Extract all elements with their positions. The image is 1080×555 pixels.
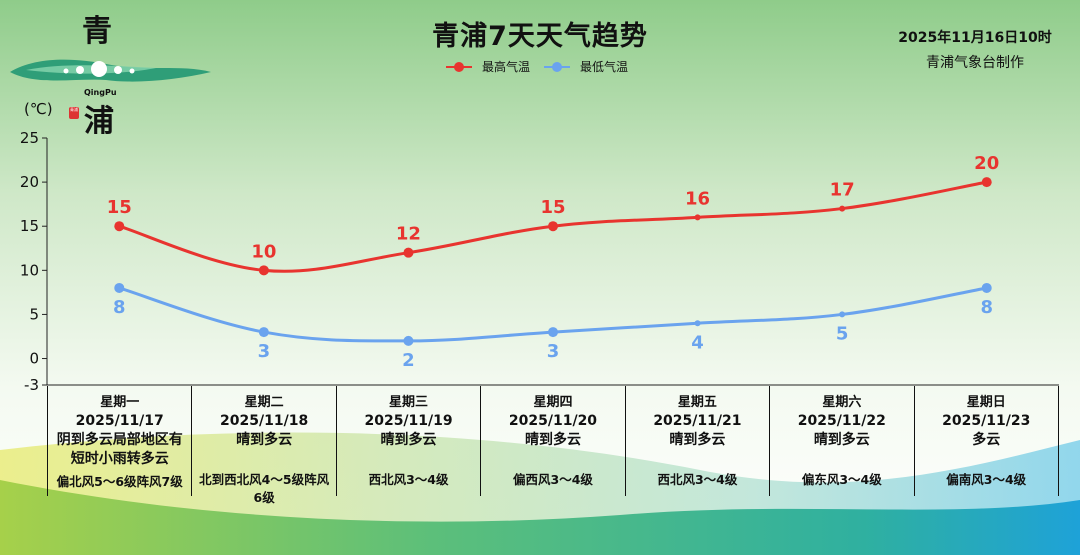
max-temp-label: 15	[107, 197, 132, 218]
issue-time: 2025年11月16日10时	[898, 30, 1052, 46]
day-wind: 北到西北风4～5级阵风6级	[199, 472, 330, 505]
day-column: 星期四 2025/11/20 晴到多云 偏西风3～4级	[480, 386, 624, 496]
day-date: 2025/11/21	[653, 413, 742, 429]
y-tick-label: 0	[29, 350, 39, 368]
day-weather: 晴到多云	[524, 432, 581, 448]
min-temp-point	[548, 327, 558, 338]
day-column: 星期日 2025/11/23 多云 偏南风3～4级	[913, 386, 1059, 496]
min-temp-label: 8	[113, 297, 126, 318]
day-weather: 多云	[972, 432, 1001, 448]
max-temp-point	[403, 247, 414, 258]
legend-label-max: 最高气温	[482, 60, 531, 74]
max-temp-point	[548, 221, 558, 232]
max-temp-label: 17	[830, 180, 855, 201]
y-tick-label: 10	[20, 261, 39, 279]
max-temp-point	[114, 221, 125, 232]
day-weather: 阴到多云局部地区有短时小雨转多云	[56, 432, 183, 467]
max-temp-point	[839, 205, 846, 212]
qingpu-logo: 青 QingPu 青浦 浦	[6, 4, 216, 139]
min-temp-point	[839, 311, 846, 318]
issuer: 青浦气象台制作	[926, 55, 1024, 71]
day-wind: 偏北风5～6级阵风7级	[56, 474, 183, 489]
y-axis-unit-label: (℃)	[24, 100, 53, 118]
day-date: 2025/11/22	[797, 413, 886, 429]
logo-char-top: 青	[82, 14, 112, 49]
min-temp-label: 3	[547, 341, 560, 362]
day-wind: 偏东风3～4级	[801, 472, 882, 487]
day-weekday: 星期二	[244, 395, 284, 410]
day-column: 星期五 2025/11/21 晴到多云 西北风3～4级	[624, 386, 769, 496]
day-wind: 偏南风3～4级	[946, 472, 1027, 487]
y-tick-label: 15	[20, 217, 39, 235]
logo-pinyin: QingPu	[84, 88, 117, 97]
logo-wave-icon	[10, 59, 211, 82]
logo-char-bottom: 浦	[84, 104, 114, 139]
day-column: 星期三 2025/11/19 晴到多云 西北风3～4级	[335, 386, 480, 496]
day-weather: 晴到多云	[669, 432, 726, 448]
day-weather: 晴到多云	[813, 432, 870, 448]
day-weekday: 星期五	[677, 395, 717, 410]
day-weekday: 星期四	[533, 395, 573, 410]
y-tick-label: -3	[24, 376, 39, 394]
min-temp-label: 3	[258, 341, 271, 362]
chart-title: 青浦7天天气趋势	[432, 21, 648, 52]
min-temp-label: 4	[691, 332, 704, 353]
legend-label-min: 最低气温	[580, 60, 629, 74]
legend-swatch-max	[446, 61, 472, 72]
day-column: 星期六 2025/11/22 晴到多云 偏东风3～4级	[769, 386, 913, 496]
legend-swatch-min	[544, 61, 571, 72]
day-weekday: 星期三	[389, 395, 429, 410]
y-tick-label: 5	[29, 305, 39, 323]
day-weather: 晴到多云	[236, 432, 293, 448]
day-wind: 偏西风3～4级	[513, 472, 593, 487]
day-weekday: 星期六	[822, 395, 862, 410]
max-temp-point	[258, 265, 269, 276]
max-temp-label: 16	[685, 188, 710, 209]
y-tick-label: 20	[20, 173, 39, 191]
legend-item-min: 最低气温	[544, 58, 628, 75]
day-date: 2025/11/23	[942, 413, 1031, 429]
day-weather: 晴到多云	[380, 432, 437, 448]
min-temp-point	[981, 282, 992, 293]
day-weekday: 星期日	[966, 395, 1006, 410]
max-temp-point	[694, 214, 701, 221]
min-temp-point	[258, 327, 269, 338]
min-temp-point	[694, 320, 701, 327]
min-temp-point	[403, 335, 414, 346]
max-temp-point	[981, 177, 992, 188]
max-temp-label: 20	[974, 153, 999, 174]
max-temp-label: 12	[396, 224, 421, 245]
min-temp-point	[114, 282, 125, 293]
max-temp-label: 15	[540, 197, 565, 218]
min-temp-label: 2	[402, 350, 415, 371]
day-weekday: 星期一	[100, 395, 140, 410]
day-wind: 西北风3～4级	[368, 472, 449, 487]
day-date: 2025/11/20	[508, 413, 598, 429]
legend-item-max: 最高气温	[446, 58, 530, 75]
day-column: 星期一 2025/11/17 阴到多云局部地区有短时小雨转多云 偏北风5～6级阵…	[47, 386, 191, 496]
day-date: 2025/11/18	[220, 413, 309, 429]
max-temp-label: 10	[251, 241, 276, 262]
chart-legend: 最高气温 最低气温	[446, 58, 642, 75]
day-wind: 西北风3～4级	[657, 472, 738, 487]
day-date: 2025/11/19	[364, 413, 453, 429]
y-tick-label: 25	[20, 129, 39, 147]
min-temp-label: 5	[836, 323, 849, 344]
forecast-table: 星期一 2025/11/17 阴到多云局部地区有短时小雨转多云 偏北风5～6级阵…	[47, 386, 1059, 505]
logo-seal: 青浦	[69, 107, 79, 119]
min-temp-label: 8	[980, 297, 993, 318]
day-column: 星期二 2025/11/18 晴到多云 北到西北风4～5级阵风6级	[191, 386, 335, 505]
day-date: 2025/11/17	[75, 413, 164, 429]
